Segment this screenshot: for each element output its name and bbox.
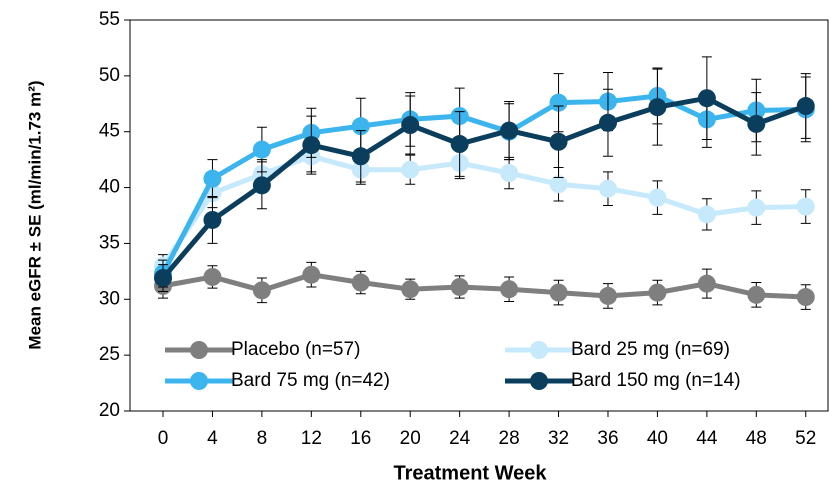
point [697,89,716,108]
point [796,288,815,307]
x-tick-label: 8 [257,428,268,449]
point [549,283,568,302]
point [401,160,420,179]
point [351,273,370,292]
y-tick-label: 25 [99,344,120,365]
legend-label: Bard 25 mg (n=69) [571,339,730,360]
legend-label: Bard 150 mg (n=14) [571,370,741,391]
point [401,280,420,299]
x-tick-label: 28 [499,428,520,449]
point [796,97,815,116]
point [252,140,271,159]
point [302,265,321,284]
point [549,93,568,112]
y-tick-label: 20 [99,400,120,421]
point [450,135,469,154]
point [598,179,617,198]
y-tick-label: 40 [99,177,120,198]
point [203,267,222,286]
legend-marker [190,341,208,359]
x-tick-label: 32 [548,428,569,449]
x-tick-label: 0 [158,428,169,449]
legend-marker [530,341,548,359]
legend-label: Bard 75 mg (n=42) [231,370,390,391]
x-tick-label: 48 [746,428,767,449]
x-tick-label: 4 [207,428,218,449]
x-tick-label: 44 [696,428,718,449]
point [302,136,321,155]
y-tick-label: 35 [99,232,120,253]
x-tick-label: 16 [350,428,371,449]
point [252,176,271,195]
legend-marker [530,372,548,390]
point [500,280,519,299]
x-tick-label: 24 [449,428,471,449]
y-tick-label: 45 [99,121,120,142]
x-tick-label: 12 [301,428,322,449]
x-tick-label: 20 [400,428,421,449]
point [648,283,667,302]
point [500,121,519,140]
legend-label: Placebo (n=57) [231,339,360,360]
y-tick-label: 30 [99,288,120,309]
x-tick-label: 52 [795,428,816,449]
point [252,281,271,300]
point [747,198,766,217]
legend-marker [190,372,208,390]
point [796,197,815,216]
point [648,98,667,117]
point [154,269,173,288]
point [747,285,766,304]
y-axis-label: Mean eGFR ± SE (ml/min/1.73 m²) [25,80,44,349]
point [500,164,519,183]
point [598,286,617,305]
point [697,274,716,293]
point [401,116,420,135]
plot-frame [129,19,829,412]
point [450,277,469,296]
point [203,169,222,188]
point [549,175,568,194]
point [203,210,222,229]
point [747,114,766,133]
y-tick-label: 55 [99,9,120,30]
point [598,113,617,132]
x-axis-label: Treatment Week [393,462,547,484]
x-tick-label: 36 [597,428,618,449]
y-tick-label: 50 [99,65,120,86]
point [351,147,370,166]
point [697,205,716,224]
point [648,188,667,207]
x-tick-label: 40 [647,428,668,449]
point [549,132,568,151]
